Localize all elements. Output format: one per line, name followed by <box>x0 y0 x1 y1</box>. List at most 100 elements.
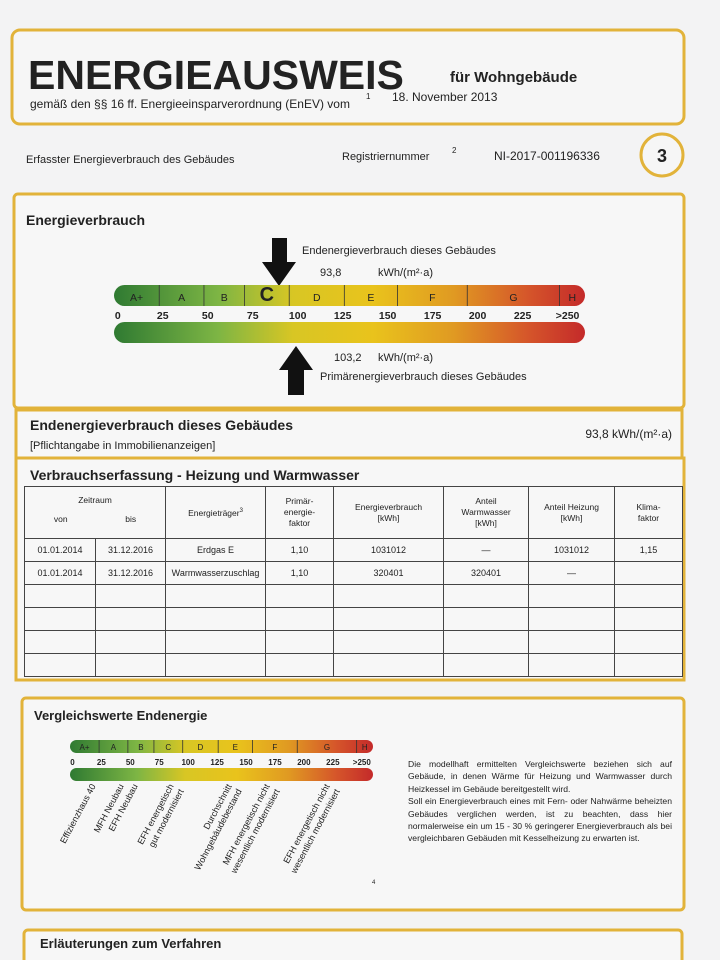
unit: kWh/(m²·a) <box>378 267 433 279</box>
header-cell: Anteil Heizung [kWh] <box>528 486 616 539</box>
header-sub: von bis <box>25 514 165 525</box>
empty-cell <box>94 630 167 654</box>
footnote: 1 <box>366 92 371 101</box>
legal: gemäß den §§ 16 ff. Energieeinsparverord… <box>30 97 350 111</box>
empty-cell <box>165 584 267 608</box>
data-cell: Warmwasserzuschlag <box>165 561 267 585</box>
data-cell: 1031012 <box>333 538 445 562</box>
scale-label: >250 <box>353 758 372 767</box>
data-row: 01.01.2014 31.12.2016 Warmwasserzuschlag 1,… <box>24 561 684 585</box>
footnote: 2 <box>452 146 457 155</box>
empty-cell <box>24 630 96 654</box>
date: 18. November 2013 <box>392 90 498 104</box>
empty-cell <box>24 607 96 631</box>
data-cell: 01.01.2014 <box>24 538 96 562</box>
data-cell: — <box>528 561 616 585</box>
class-label: F <box>272 743 277 752</box>
scale-label: 225 <box>514 310 532 322</box>
data-cell: — <box>443 538 530 562</box>
empty-cell <box>443 607 530 631</box>
empty-cell <box>614 607 684 631</box>
consumption-title: Verbrauchserfassung - Heizung und Warmwa… <box>30 467 360 483</box>
empty-cell <box>333 653 445 677</box>
scale-label: >250 <box>556 310 580 322</box>
summary-box <box>14 408 684 460</box>
header-text: Primär- <box>285 496 314 506</box>
header-cell: Energieverbrauch [kWh] <box>333 486 445 539</box>
data-cell: 320401 <box>443 561 530 585</box>
empty-cell <box>165 607 267 631</box>
reg-label: Registriernummer <box>342 151 430 163</box>
scale-label: 75 <box>155 758 164 767</box>
scale-label: 150 <box>239 758 253 767</box>
class-label: H <box>568 292 576 304</box>
header-text: Anteil <box>475 496 497 506</box>
empty-cell <box>443 653 530 677</box>
empty-cell <box>614 630 684 654</box>
class-label: D <box>313 292 321 304</box>
header-text: faktor <box>637 512 660 523</box>
footnote: 3 <box>239 508 243 515</box>
header-cell: Zeitraum von bis <box>23 486 167 539</box>
scale-label: 50 <box>202 310 214 322</box>
data-row: 01.01.2014 31.12.2016 Erdgas E 1,10 1031012—… <box>24 538 684 562</box>
data-cell: 1,15 <box>614 538 684 562</box>
scale-label: 175 <box>424 310 442 322</box>
class-bar <box>70 768 373 781</box>
comparison-text: Die modellhaft ermittelten Vergleichswer… <box>408 758 672 845</box>
header-text: [kWh] <box>560 512 583 523</box>
bottom-label: Primärenergieverbrauch dieses Gebäudes <box>320 371 527 383</box>
scale-label: 175 <box>268 758 282 767</box>
empty-row <box>24 607 684 631</box>
data-cell: 1,10 <box>265 538 335 562</box>
empty-cell <box>333 607 445 631</box>
header-text: energie- <box>283 507 316 517</box>
class-label: H <box>362 743 368 752</box>
scale-label: 100 <box>181 758 195 767</box>
header-row: Zeitraum von bis Energieträger3 Primär-energ… <box>23 486 684 539</box>
data-cell: 320401 <box>333 561 445 585</box>
data-cell: 31.12.2016 <box>94 538 167 562</box>
header-text: von <box>53 514 68 524</box>
empty-cell <box>528 630 616 654</box>
info-label: Erfasster Energieverbrauch des Gebäudes <box>26 154 235 166</box>
header-cell: Primär-energie-faktor <box>265 486 335 539</box>
empty-cell <box>165 653 267 677</box>
section-title: Energieverbrauch <box>26 212 145 228</box>
empty-cell <box>333 584 445 608</box>
empty-cell <box>165 630 267 654</box>
class-label: G <box>324 743 330 752</box>
scale-label: 25 <box>157 310 169 322</box>
arrow <box>279 346 313 395</box>
class-label: E <box>233 743 238 752</box>
scale-label: 50 <box>126 758 135 767</box>
class-label: A+ <box>80 743 90 752</box>
paragraph: Soll ein Energieverbrauch eines mit Fern… <box>408 796 672 844</box>
reg-number: NI-2017-001196336 <box>494 149 600 163</box>
header-text: bis <box>125 514 137 524</box>
summary-title: Endenergieverbrauch dieses Gebäudes <box>30 417 293 433</box>
header-text: Energieverbrauch <box>354 501 423 512</box>
empty-cell <box>94 607 167 631</box>
header-box <box>10 28 686 126</box>
class-label: A <box>111 743 117 752</box>
scale-label: 200 <box>469 310 487 322</box>
empty-cell <box>443 584 530 608</box>
arrow <box>262 238 296 286</box>
empty-cell <box>94 653 167 677</box>
empty-row <box>24 653 684 677</box>
empty-cell <box>265 653 335 677</box>
scale-label: 0 <box>115 310 121 322</box>
footer-title: Erläuterungen zum Verfahren <box>40 936 221 951</box>
header-text: Energieträger <box>188 507 240 518</box>
unit: kWh/(m²·a) <box>378 352 433 364</box>
empty-cell <box>265 630 335 654</box>
footnote: 4 <box>372 880 376 886</box>
summary-note: [Pflichtangabe in Immobilienanzeigen] <box>30 440 215 452</box>
empty-row <box>24 584 684 608</box>
title: ENERGIEAUSWEIS <box>28 52 404 98</box>
header-text: Klima- <box>636 501 661 512</box>
data-cell <box>614 561 684 585</box>
class-bar <box>114 322 585 343</box>
header-text: Zeitraum <box>78 495 112 505</box>
